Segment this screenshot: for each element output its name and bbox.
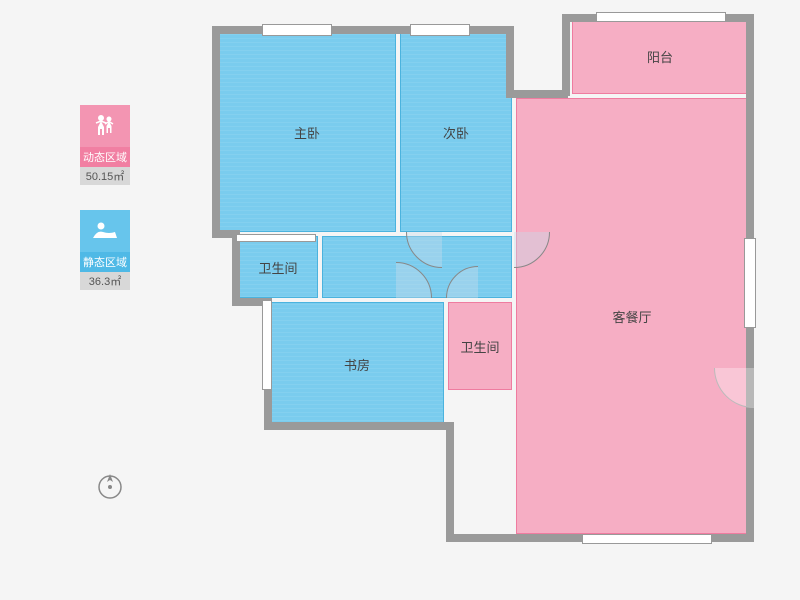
window <box>262 24 332 36</box>
window <box>410 24 470 36</box>
window <box>596 12 726 22</box>
window <box>744 238 756 328</box>
room-label: 次卧 <box>443 123 469 142</box>
room-bathroom-2: 卫生间 <box>448 302 512 390</box>
legend-static: 静态区域 36.3㎡ <box>80 210 130 290</box>
wall <box>506 90 568 98</box>
room-label: 卫生间 <box>460 337 499 356</box>
compass-icon <box>95 472 125 507</box>
room-secondary-bedroom: 次卧 <box>400 32 512 232</box>
room-balcony: 阳台 <box>572 18 748 94</box>
wall <box>562 14 570 96</box>
window <box>582 534 712 544</box>
room-bathroom-1: 卫生间 <box>238 236 318 298</box>
wall <box>264 422 454 430</box>
legend-dynamic-label: 动态区域 <box>80 147 130 167</box>
room-study: 书房 <box>270 302 444 426</box>
wall <box>212 26 220 236</box>
window <box>236 234 316 242</box>
wall <box>506 26 514 98</box>
legend-static-label: 静态区域 <box>80 252 130 272</box>
static-zone-icon <box>80 210 130 252</box>
room-label: 主卧 <box>294 123 320 142</box>
room-label: 阳台 <box>647 47 673 66</box>
room-label: 卫生间 <box>258 258 297 277</box>
room-label: 客餐厅 <box>612 307 651 326</box>
floorplan: 主卧次卧卫生间书房阳台客餐厅卫生间 <box>202 18 758 548</box>
wall <box>446 426 454 542</box>
room-master-bedroom: 主卧 <box>218 32 396 232</box>
dynamic-zone-icon <box>80 105 130 147</box>
window <box>262 300 272 390</box>
legend-dynamic-value: 50.15㎡ <box>80 167 130 185</box>
room-label: 书房 <box>344 355 370 374</box>
room-living-dining: 客餐厅 <box>516 98 748 534</box>
legend-panel: 动态区域 50.15㎡ 静态区域 36.3㎡ <box>80 105 130 315</box>
legend-static-value: 36.3㎡ <box>80 272 130 290</box>
legend-dynamic: 动态区域 50.15㎡ <box>80 105 130 185</box>
